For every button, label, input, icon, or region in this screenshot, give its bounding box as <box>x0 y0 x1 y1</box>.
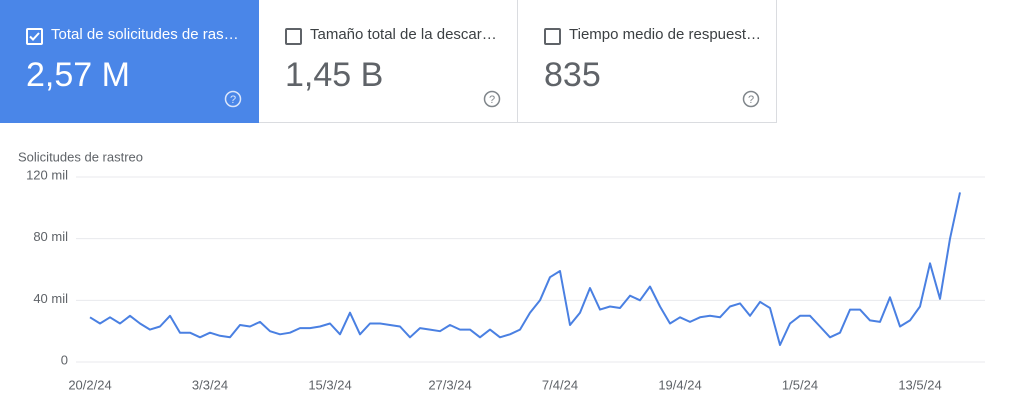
checkbox[interactable] <box>544 28 561 45</box>
metric-cards: Total de solicitudes de ras… 2,57 M ? Ta… <box>0 0 777 123</box>
y-tick-label: 40 mil <box>33 291 68 306</box>
x-tick-label: 1/5/24 <box>782 377 818 392</box>
checkbox[interactable] <box>285 28 302 45</box>
x-tick-label: 3/3/24 <box>192 377 228 392</box>
metric-card[interactable]: Total de solicitudes de ras… 2,57 M ? <box>0 0 259 123</box>
metric-card[interactable]: Tiempo medio de respuest… 835 ? <box>518 0 777 123</box>
y-tick-label: 0 <box>61 352 68 367</box>
help-icon[interactable]: ? <box>742 90 760 108</box>
chart: Solicitudes de rastreo 0 40 mil 80 mil 120 … <box>18 149 985 392</box>
x-tick-label: 13/5/24 <box>898 377 941 392</box>
help-icon[interactable]: ? <box>224 90 242 108</box>
x-tick-label: 15/3/24 <box>308 377 351 392</box>
help-icon[interactable]: ? <box>483 90 501 108</box>
card-label: Total de solicitudes de ras… <box>51 26 239 43</box>
x-tick-label: 27/3/24 <box>428 377 471 392</box>
x-tick-label: 7/4/24 <box>542 377 578 392</box>
chart-title: Solicitudes de rastreo <box>18 149 143 164</box>
svg-text:?: ? <box>489 94 495 106</box>
y-tick-label: 80 mil <box>33 229 68 244</box>
check-icon <box>29 32 40 41</box>
card-label: Tamaño total de la descar… <box>310 26 497 43</box>
x-tick-label: 19/4/24 <box>658 377 701 392</box>
card-value: 1,45 B <box>285 56 384 94</box>
svg-text:?: ? <box>748 94 754 106</box>
data-line <box>89 192 961 346</box>
x-tick-label: 20/2/24 <box>68 377 111 392</box>
y-tick-label: 120 mil <box>26 167 68 182</box>
card-value: 835 <box>544 56 601 94</box>
metric-card[interactable]: Tamaño total de la descar… 1,45 B ? <box>259 0 518 123</box>
svg-text:?: ? <box>230 94 236 106</box>
card-label: Tiempo medio de respuest… <box>569 26 762 43</box>
checkbox[interactable] <box>26 28 43 45</box>
card-value: 2,57 M <box>26 56 130 94</box>
